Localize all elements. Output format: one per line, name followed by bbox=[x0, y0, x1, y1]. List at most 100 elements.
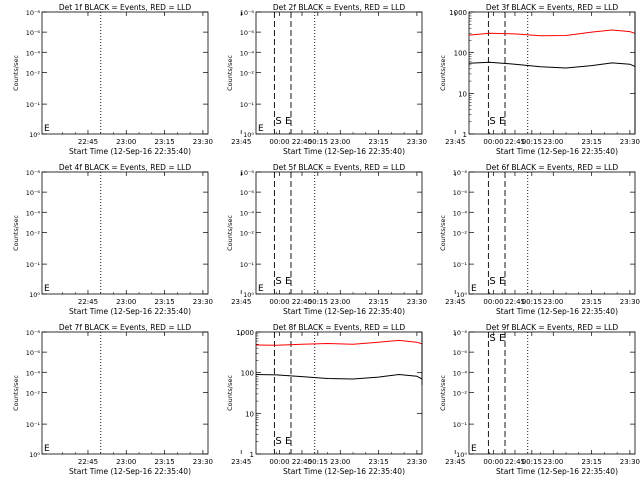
start-label: S bbox=[275, 276, 281, 287]
y-tick-label: 10⁻² bbox=[26, 69, 41, 77]
end-label: E bbox=[499, 333, 505, 344]
x-tick-label: 00:00 bbox=[483, 298, 503, 306]
y-axis-label: Counts/sec bbox=[12, 375, 20, 411]
lld-series-line bbox=[468, 12, 636, 37]
x-tick-label: 23:00 bbox=[116, 138, 136, 146]
x-tick-label: 00:15 bbox=[522, 458, 542, 466]
y-tick-label: 10⁰ bbox=[29, 131, 40, 139]
y-tick-label: 100 bbox=[454, 50, 467, 58]
x-axis-label: Start Time (12-Sep-16 22:35:40) bbox=[283, 307, 405, 316]
y-tick-label: 10⁻² bbox=[240, 69, 255, 77]
y-tick-label: 10⁻¹ bbox=[240, 101, 255, 109]
x-tick-label: 22:45 bbox=[292, 458, 312, 466]
y-tick-label: 1 bbox=[250, 451, 254, 459]
y-tick-label: 10⁻² bbox=[240, 229, 255, 237]
y-tick-label: 10⁰ bbox=[243, 131, 254, 139]
y-tick-label: 10⁻⁶ bbox=[26, 29, 41, 37]
x-tick-label: 23:45 bbox=[231, 458, 251, 466]
end-marker-left: E bbox=[471, 284, 477, 294]
y-tick-label: 10⁻¹ bbox=[26, 421, 41, 429]
panel-title: Det 4f BLACK = Events, RED = LLD bbox=[59, 163, 192, 172]
x-tick-label: 23:15 bbox=[581, 138, 601, 146]
x-tick-label: 23:30 bbox=[620, 138, 640, 146]
panel-title: Det 8f BLACK = Events, RED = LLD bbox=[273, 323, 406, 332]
plot-frame bbox=[255, 331, 423, 455]
x-tick-label: 00:00 bbox=[483, 458, 503, 466]
plot-frame bbox=[255, 11, 423, 135]
y-axis-label: Counts/sec bbox=[439, 215, 447, 251]
x-tick-label: 23:45 bbox=[231, 298, 251, 306]
x-axis-label: Start Time (12-Sep-16 22:35:40) bbox=[496, 147, 618, 156]
y-tick-label: 10⁻⁸ bbox=[26, 9, 41, 17]
x-tick-label: 23:00 bbox=[543, 298, 563, 306]
panel-title: Det 9f BLACK = Events, RED = LLD bbox=[486, 323, 619, 332]
detector-panel-7: Det 7f BLACK = Events, RED = LLD 22:45 23:… bbox=[12, 323, 328, 476]
y-tick-label: 10⁻⁴ bbox=[240, 209, 255, 217]
x-tick-label: 23:30 bbox=[620, 298, 640, 306]
end-marker-left: E bbox=[258, 124, 264, 134]
x-tick-label: 23:00 bbox=[330, 298, 350, 306]
x-tick-label: 23:00 bbox=[330, 138, 350, 146]
x-tick-label: 23:30 bbox=[193, 298, 213, 306]
y-tick-label: 10⁻⁶ bbox=[240, 189, 255, 197]
x-tick-label: 23:45 bbox=[445, 458, 465, 466]
y-tick-label: 10⁰ bbox=[456, 291, 467, 299]
plot-frame bbox=[41, 171, 209, 295]
y-axis-label: Counts/sec bbox=[12, 55, 20, 91]
panel-title: Det 6f BLACK = Events, RED = LLD bbox=[486, 163, 619, 172]
x-tick-label: 00:00 bbox=[483, 138, 503, 146]
x-tick-label: 23:45 bbox=[445, 138, 465, 146]
x-tick-label: 23:45 bbox=[445, 298, 465, 306]
y-axis-label: Counts/sec bbox=[226, 375, 234, 411]
x-tick-label: 23:15 bbox=[154, 298, 174, 306]
start-label: S bbox=[489, 333, 495, 344]
start-label: S bbox=[489, 276, 495, 287]
detector-panel-6: Det 6f BLACK = Events, RED = LLD 22:45 23:… bbox=[439, 163, 640, 316]
end-label: E bbox=[285, 276, 291, 287]
y-axis-label: Counts/sec bbox=[439, 375, 447, 411]
x-tick-label: 23:15 bbox=[581, 458, 601, 466]
y-axis-label: Counts/sec bbox=[439, 55, 447, 91]
events-series-line bbox=[468, 12, 636, 134]
y-tick-label: 1000 bbox=[449, 9, 467, 17]
x-tick-label: 23:15 bbox=[368, 458, 388, 466]
x-tick-label: 22:45 bbox=[78, 298, 98, 306]
x-tick-label: 22:45 bbox=[78, 138, 98, 146]
y-tick-label: 10⁻⁸ bbox=[240, 169, 255, 177]
detector-panel-1: Det 1f BLACK = Events, RED = LLD 22:45 23:… bbox=[12, 3, 328, 156]
panel-title: Det 3f BLACK = Events, RED = LLD bbox=[486, 3, 619, 12]
y-tick-label: 10⁻⁴ bbox=[26, 209, 41, 217]
x-axis-label: Start Time (12-Sep-16 22:35:40) bbox=[69, 467, 191, 476]
y-tick-label: 10⁻⁴ bbox=[453, 209, 468, 217]
x-tick-label: 23:30 bbox=[407, 458, 427, 466]
end-marker-left: E bbox=[258, 284, 264, 294]
x-tick-label: 23:15 bbox=[154, 458, 174, 466]
x-tick-label: 00:00 bbox=[269, 298, 289, 306]
end-marker-left: E bbox=[44, 124, 50, 134]
x-tick-label: 23:15 bbox=[154, 138, 174, 146]
start-label: S bbox=[275, 116, 281, 127]
x-tick-label: 23:30 bbox=[193, 138, 213, 146]
plot-frame bbox=[41, 331, 209, 455]
x-tick-label: 23:00 bbox=[116, 298, 136, 306]
x-axis-label: Start Time (12-Sep-16 22:35:40) bbox=[283, 147, 405, 156]
x-axis-label: Start Time (12-Sep-16 22:35:40) bbox=[283, 467, 405, 476]
x-tick-label: 00:15 bbox=[522, 298, 542, 306]
x-tick-label: 23:30 bbox=[193, 458, 213, 466]
start-label: S bbox=[489, 116, 495, 127]
lld-series-line bbox=[255, 332, 423, 346]
y-tick-label: 10⁰ bbox=[243, 291, 254, 299]
y-tick-label: 10⁻⁴ bbox=[26, 49, 41, 57]
x-tick-label: 23:30 bbox=[620, 458, 640, 466]
x-tick-label: 00:15 bbox=[308, 458, 328, 466]
end-label: E bbox=[499, 276, 505, 287]
x-tick-label: 22:45 bbox=[78, 458, 98, 466]
y-tick-label: 10⁻¹ bbox=[26, 101, 41, 109]
y-tick-label: 10⁻² bbox=[453, 229, 468, 237]
x-tick-label: 23:30 bbox=[407, 138, 427, 146]
x-tick-label: 23:00 bbox=[543, 458, 563, 466]
y-tick-label: 10⁻⁶ bbox=[453, 349, 468, 357]
panel-title: Det 1f BLACK = Events, RED = LLD bbox=[59, 3, 192, 12]
detector-panel-8: Det 8f BLACK = Events, RED = LLD 22:45 23:… bbox=[226, 323, 542, 476]
